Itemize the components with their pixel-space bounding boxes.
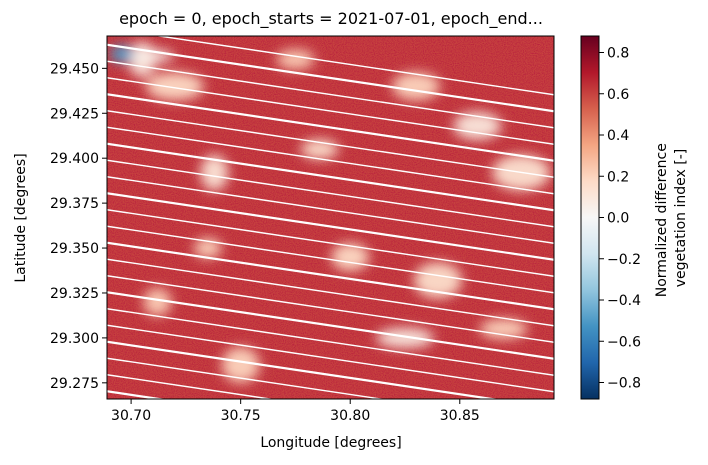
- scan-gap-line: [107, 142, 554, 212]
- scan-gap-line: [107, 176, 554, 244]
- scan-gap-line: [107, 308, 554, 376]
- y-tick-label: 29.275: [50, 376, 99, 392]
- y-axis-label: Latitude [degrees]: [13, 153, 29, 282]
- colorbar-ticks: 0.8 0.6 0.4 0.2 0.0 −0.2 −0.4 −0.6 −0.8: [599, 46, 641, 392]
- colorbar-tick-label: 0.4: [607, 128, 629, 144]
- negative-ndvi-patch: [110, 44, 135, 63]
- colorbar-tick-label: 0.2: [607, 169, 629, 185]
- x-tick-label: 30.75: [221, 408, 261, 424]
- low-vegetation-patch: [276, 49, 315, 70]
- low-vegetation-patch: [145, 72, 204, 101]
- scan-gap-line: [107, 43, 554, 113]
- scan-gap-lines: [102, 36, 559, 465]
- colorbar-tick-label: −0.8: [607, 376, 641, 392]
- colorbar-tick-label: −0.6: [607, 334, 641, 350]
- x-axis-ticks: 30.70 30.75 30.80 30.85: [111, 399, 480, 424]
- chart-title: epoch = 0, epoch_starts = 2021-07-01, ep…: [119, 9, 543, 29]
- low-vegetation-patch: [479, 318, 528, 339]
- scan-gap-line: [154, 36, 554, 96]
- colorbar-label: Normalized difference vegetation index […: [654, 139, 689, 298]
- y-tick-label: 29.400: [50, 151, 99, 167]
- colorbar-tick-label: 0.8: [607, 46, 629, 62]
- scan-gap-line: [107, 340, 500, 399]
- scan-gap-line: [107, 159, 554, 228]
- scan-gap-line: [107, 225, 554, 294]
- colorbar-tick-label: −0.2: [607, 252, 641, 268]
- scan-gap-line: [107, 275, 554, 343]
- heatmap-area: [102, 36, 559, 465]
- scan-gap-line: [107, 258, 554, 327]
- y-tick-label: 29.325: [50, 286, 99, 302]
- colorbar-tick-label: 0.6: [607, 87, 629, 103]
- plot-frame: [106, 35, 555, 400]
- colorbar-label-line-2: vegetation index [-]: [673, 149, 689, 287]
- x-tick-label: 30.80: [330, 408, 370, 424]
- x-axis-label: Longitude [degrees]: [260, 435, 401, 451]
- scan-gap-line: [107, 110, 554, 178]
- scan-gap-line: [107, 77, 554, 145]
- y-axis-ticks: 29.275 29.300 29.325 29.350 29.375 29.400 29.4…: [50, 61, 107, 392]
- scan-gap-line: [107, 60, 554, 129]
- scan-gap-line: [107, 93, 554, 162]
- scan-gap-line: [107, 291, 554, 360]
- low-vegetation-patch: [221, 346, 260, 383]
- x-tick-label: 30.70: [111, 408, 151, 424]
- scan-gap-line: [107, 126, 554, 195]
- y-tick-label: 29.350: [50, 241, 99, 257]
- scan-gap-line: [107, 241, 554, 311]
- colorbar-tick-label: 0.0: [607, 211, 629, 227]
- low-vegetation-patch: [193, 238, 222, 259]
- y-tick-label: 29.450: [50, 61, 99, 77]
- y-tick-label: 29.300: [50, 331, 99, 347]
- colorbar-tick-label: −0.4: [607, 293, 641, 309]
- colorbar: [580, 35, 600, 400]
- scan-gap-line: [107, 209, 554, 277]
- low-vegetation-patch: [143, 287, 172, 316]
- low-vegetation-patch: [376, 327, 434, 348]
- scan-gap-line: [107, 324, 554, 393]
- y-tick-label: 29.375: [50, 196, 99, 212]
- scan-gap-line: [107, 357, 386, 399]
- low-vegetation-patches: [110, 41, 551, 383]
- low-vegetation-patch: [453, 111, 502, 140]
- scan-gap-line: [102, 457, 559, 465]
- x-tick-label: 30.85: [440, 408, 480, 424]
- colorbar-label-line-1: Normalized difference: [654, 143, 670, 297]
- y-tick-label: 29.425: [50, 106, 99, 122]
- low-vegetation-patch: [200, 154, 229, 191]
- scan-gap-line: [107, 192, 554, 261]
- scan-gap-line: [107, 374, 275, 399]
